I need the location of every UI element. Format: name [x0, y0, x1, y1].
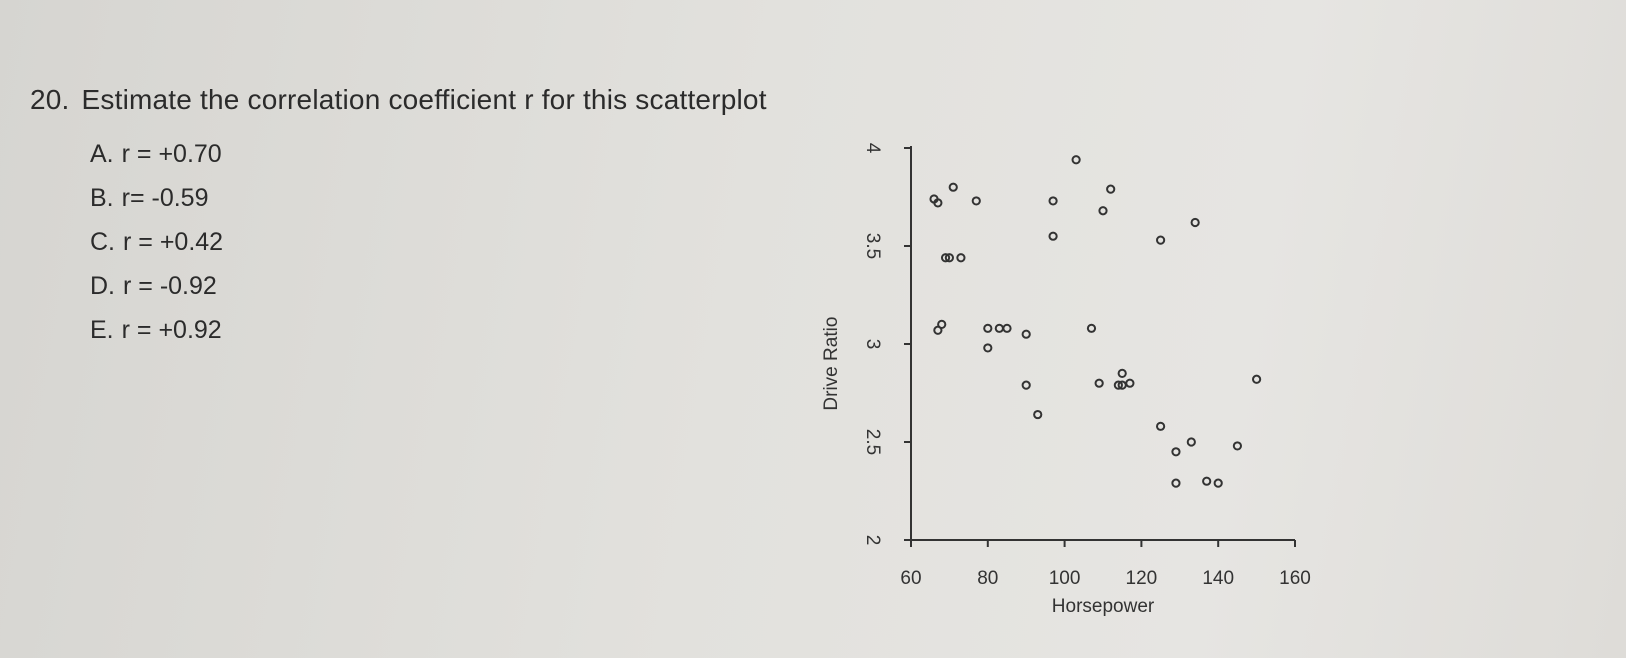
data-point: [1171, 447, 1181, 457]
data-point: [1098, 206, 1108, 216]
data-point: [1213, 478, 1223, 488]
x-axis-title: Horsepower: [1052, 596, 1155, 617]
y-tick-label: 3.5: [862, 233, 883, 259]
x-tick-label: 140: [1202, 568, 1234, 589]
option-text: r = +0.70: [121, 140, 222, 168]
option-c[interactable]: C. r = +0.42: [90, 220, 223, 264]
x-tick-label: 100: [1049, 568, 1081, 589]
y-tick-label: 2: [862, 535, 883, 546]
data-point: [983, 343, 993, 353]
data-point: [1021, 329, 1031, 339]
x-tick-label: 60: [900, 568, 921, 589]
data-point: [983, 323, 993, 333]
data-point: [1171, 478, 1181, 488]
option-letter: C.: [90, 228, 115, 256]
question-number: 20.: [30, 84, 70, 115]
data-point: [1202, 476, 1212, 486]
data-point: [937, 319, 947, 329]
data-point: [1190, 217, 1200, 228]
question-stem: 20. Estimate the correlation coefficient …: [30, 84, 767, 116]
option-b[interactable]: B. r= -0.59: [90, 176, 223, 220]
data-point: [1156, 421, 1166, 431]
data-point: [1033, 409, 1043, 420]
data-point: [994, 323, 1004, 333]
data-point: [933, 198, 943, 208]
data-point: [1113, 380, 1123, 390]
x-tick-label: 120: [1126, 568, 1158, 589]
data-point: [1002, 323, 1012, 333]
data-point: [1252, 374, 1262, 384]
x-tick-label: 160: [1279, 568, 1311, 589]
data-point: [956, 253, 966, 263]
option-letter: D.: [90, 272, 115, 300]
data-point: [1071, 155, 1081, 165]
option-text: r= -0.59: [121, 184, 209, 212]
y-tick-label: 4: [862, 143, 883, 154]
data-point: [1117, 368, 1127, 378]
data-point: [944, 253, 955, 263]
option-letter: B.: [90, 184, 114, 212]
data-point: [948, 182, 958, 192]
data-point: [1048, 196, 1058, 206]
y-tick-label: 3: [862, 339, 883, 350]
option-a[interactable]: A. r = +0.70: [90, 132, 223, 176]
option-letter: E.: [90, 316, 114, 344]
answer-options: A. r = +0.70 B. r= -0.59 C. r = +0.42 D. r =…: [90, 132, 223, 352]
option-text: r = -0.92: [123, 272, 217, 300]
data-point: [1232, 441, 1243, 451]
data-point: [1156, 235, 1166, 245]
option-text: r = +0.42: [123, 228, 224, 256]
x-tick-label: 80: [977, 568, 998, 589]
data-point: [1106, 184, 1116, 194]
data-point: [1048, 231, 1058, 241]
data-point: [971, 196, 981, 206]
data-point: [1021, 380, 1031, 390]
data-point: [1125, 378, 1135, 388]
option-letter: A.: [90, 140, 114, 168]
data-point: [1186, 437, 1196, 447]
option-d[interactable]: D. r = -0.92: [90, 264, 223, 308]
data-point: [1094, 378, 1104, 388]
data-point: [1086, 323, 1097, 333]
y-tick-label: 2.5: [862, 429, 883, 455]
data-point: [940, 253, 951, 263]
option-text: r = +0.92: [121, 316, 222, 344]
y-axis-title: Drive Ratio: [821, 317, 842, 411]
question-text: Estimate the correlation coefficient r f…: [81, 84, 767, 115]
option-e[interactable]: E. r = +0.92: [90, 308, 223, 352]
